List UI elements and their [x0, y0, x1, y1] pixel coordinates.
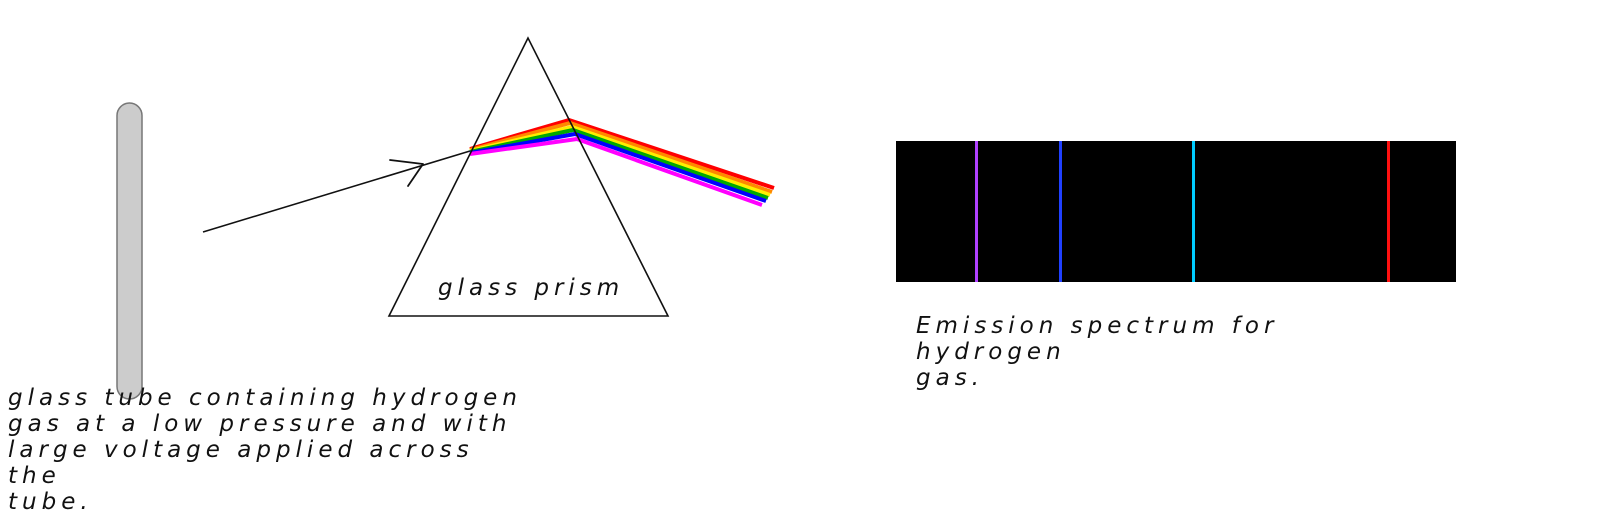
beam-blue [469, 132, 767, 203]
glass-tube [116, 102, 143, 400]
spectral-line-blue [1059, 141, 1062, 282]
spectral-line-cyan [1192, 141, 1195, 282]
spectrum-background [896, 141, 1456, 282]
glass-tube-caption: glass tube containing hydrogen gas at a … [8, 385, 522, 515]
spectral-line-violet [975, 141, 978, 282]
glass-prism [387, 36, 670, 317]
prism-label: glass prism [438, 275, 625, 301]
spectrum-caption: Emission spectrum for hydrogen gas. [916, 313, 1279, 391]
spectral-line-red [1387, 141, 1390, 282]
beam-green [469, 128, 769, 200]
hydrogen-emission-diagram [116, 36, 1456, 400]
incident-ray [202, 150, 471, 233]
arrow-head-icon [389, 159, 424, 187]
emission-spectrum [896, 141, 1456, 282]
dispersed-light-beam [469, 118, 775, 207]
incident-ray-line [202, 150, 471, 233]
beam-violet [469, 137, 763, 207]
